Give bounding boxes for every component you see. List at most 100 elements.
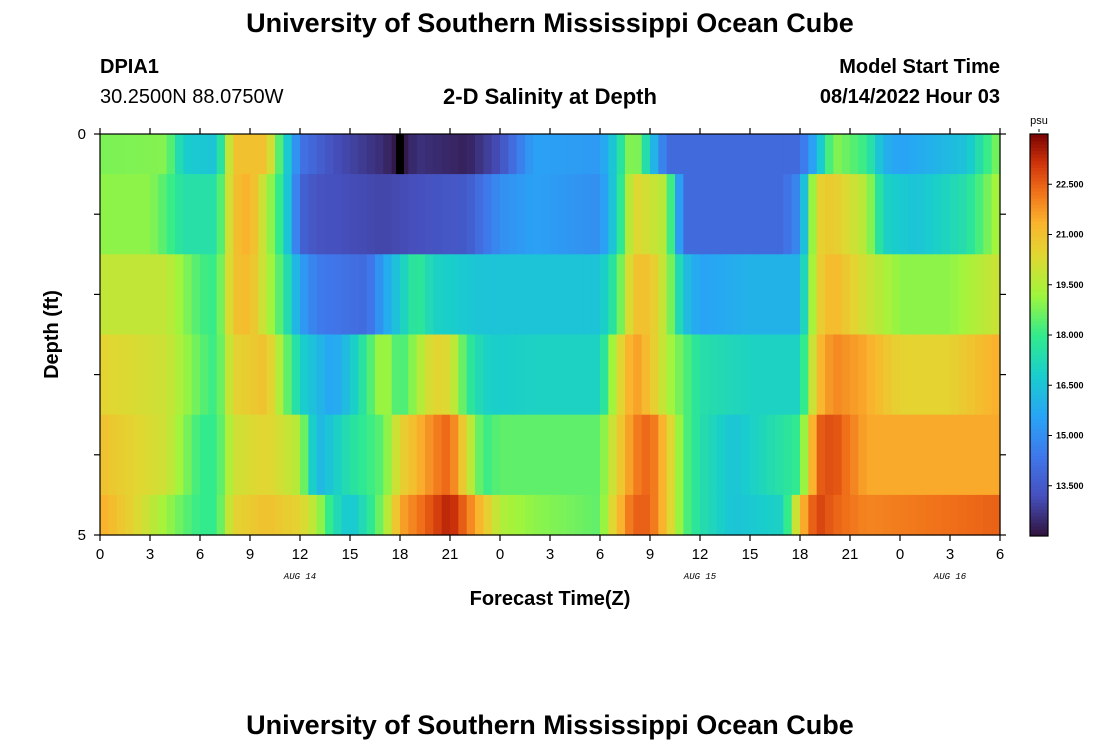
x-tick-label: 0 xyxy=(496,546,504,563)
heatmap-cell xyxy=(291,174,301,255)
heatmap-cell xyxy=(341,134,351,175)
heatmap-cell xyxy=(175,254,184,336)
heatmap-cell xyxy=(900,334,909,416)
heatmap-cell xyxy=(491,494,501,536)
model-start-value: 08/14/2022 Hour 03 xyxy=(819,86,1000,108)
heatmap-cell xyxy=(908,254,918,336)
heatmap-cell xyxy=(550,254,559,336)
colorbar-segment xyxy=(1030,298,1048,302)
heatmap-cell xyxy=(658,134,668,175)
heatmap-cell xyxy=(725,254,734,336)
heatmap-cell xyxy=(966,254,976,336)
heatmap-cell xyxy=(133,494,143,536)
colorbar-segment xyxy=(1030,395,1048,400)
heatmap-cell xyxy=(416,334,426,416)
heatmap-cell xyxy=(500,414,509,496)
heatmap-cell xyxy=(950,494,959,536)
heatmap-cell xyxy=(316,134,326,175)
heatmap-cell xyxy=(458,174,468,255)
heatmap-cell xyxy=(325,334,334,416)
heatmap-cells xyxy=(100,134,1001,536)
heatmap-cell xyxy=(683,174,693,255)
heatmap-cell xyxy=(483,334,493,416)
heatmap-cell xyxy=(366,494,376,536)
heatmap-cell xyxy=(383,174,393,255)
colorbar-segment xyxy=(1030,234,1048,239)
heatmap-cell xyxy=(425,174,434,255)
heatmap-cell xyxy=(683,254,693,336)
heatmap-cell xyxy=(191,174,201,255)
heatmap-cell xyxy=(966,174,976,255)
heatmap-cell xyxy=(716,414,726,496)
heatmap-cell xyxy=(816,494,826,536)
heatmap-cell xyxy=(875,174,884,255)
heatmap-cell xyxy=(883,494,893,536)
heatmap-cell xyxy=(708,414,718,496)
colorbar-segment xyxy=(1030,311,1048,316)
heatmap-cell xyxy=(666,254,676,336)
heatmap-cell xyxy=(133,174,143,255)
heatmap-cell xyxy=(833,174,843,255)
heatmap-cell xyxy=(316,174,326,255)
colorbar-segment xyxy=(1030,432,1048,436)
heatmap-cell xyxy=(366,174,376,255)
heatmap-cell xyxy=(600,254,609,336)
heatmap-cell xyxy=(841,134,851,175)
heatmap-cell xyxy=(850,414,859,496)
heatmap-cell xyxy=(650,414,659,496)
colorbar-segment xyxy=(1030,140,1048,145)
heatmap-cell xyxy=(708,134,718,175)
heatmap-cell xyxy=(408,414,418,496)
colorbar-segment xyxy=(1030,318,1048,323)
x-tick-label: 12 xyxy=(292,546,309,563)
heatmap-cell xyxy=(241,414,251,496)
colorbar-segment xyxy=(1030,237,1048,242)
heatmap-cell xyxy=(841,494,851,536)
heatmap-cell xyxy=(550,494,559,536)
colorbar-segment xyxy=(1030,180,1048,185)
colorbar-segment xyxy=(1030,170,1048,175)
heatmap-cell xyxy=(483,414,493,496)
heatmap-cell xyxy=(241,134,251,175)
heatmap-cell xyxy=(558,174,568,255)
heatmap-cell xyxy=(933,334,943,416)
heatmap-cell xyxy=(766,254,776,336)
heatmap-cell xyxy=(308,414,318,496)
heatmap-cell xyxy=(850,174,859,255)
x-tick-label: 15 xyxy=(742,546,759,563)
heatmap-cell xyxy=(558,334,568,416)
heatmap-cell xyxy=(508,174,518,255)
heatmap-cell xyxy=(283,254,293,336)
heatmap-cell xyxy=(216,134,226,175)
heatmap-cell xyxy=(508,414,518,496)
heatmap-cell xyxy=(900,414,909,496)
heatmap-cell xyxy=(816,334,826,416)
heatmap-cell xyxy=(991,134,1001,175)
heatmap-cell xyxy=(958,254,968,336)
heatmap-cell xyxy=(458,414,468,496)
colorbar-segment xyxy=(1030,137,1048,142)
heatmap-cell xyxy=(908,174,918,255)
colorbar-segment xyxy=(1030,338,1048,343)
heatmap-cell xyxy=(475,414,484,496)
heatmap-cell xyxy=(966,134,976,175)
heatmap-cell xyxy=(508,494,518,536)
colorbar-segment xyxy=(1030,241,1048,246)
heatmap-cell xyxy=(741,174,751,255)
day-label: AUG 15 xyxy=(683,572,717,582)
colorbar-tick-label: 19.500 xyxy=(1056,280,1084,290)
heatmap-cell xyxy=(716,254,726,336)
heatmap-cell xyxy=(516,494,526,536)
heatmap-cell xyxy=(800,134,809,175)
heatmap-cell xyxy=(400,174,409,255)
heatmap-cell xyxy=(991,494,1001,536)
heatmap-cell xyxy=(650,254,659,336)
colorbar-segment xyxy=(1030,244,1048,249)
heatmap-cell xyxy=(866,334,876,416)
heatmap-cell xyxy=(216,334,226,416)
colorbar-segment xyxy=(1030,405,1048,410)
heatmap-cell xyxy=(308,254,318,336)
x-tick-label: 18 xyxy=(392,546,409,563)
heatmap-cell xyxy=(975,174,984,255)
heatmap-cell xyxy=(325,174,334,255)
